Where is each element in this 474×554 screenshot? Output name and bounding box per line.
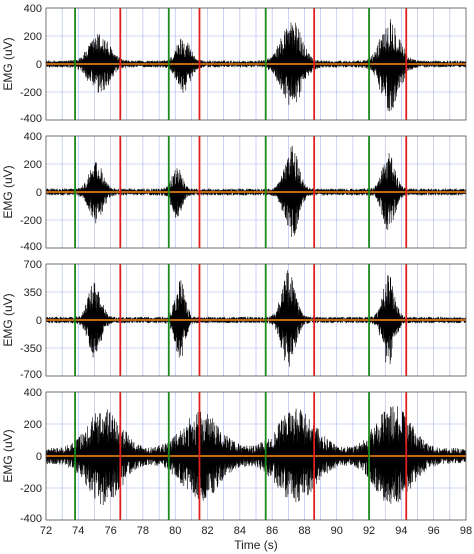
x-tick-label: 80	[169, 525, 181, 537]
x-tick-label: 82	[201, 525, 213, 537]
y-axis-label: EMG (uV)	[1, 165, 15, 218]
panel-2: 400 200 0 -200 -400 EMG (uV)	[1, 131, 467, 253]
emg-trace	[45, 19, 467, 112]
emg-trace	[45, 406, 467, 506]
y-tick-label: 400	[24, 387, 42, 399]
y-tick-label: 200	[24, 159, 42, 171]
y-tick-label: 200	[24, 31, 42, 43]
y-tick-label: 700	[24, 259, 42, 271]
panel-3: 700 350 0 -350 -700 EMG (uV)	[1, 259, 467, 381]
y-axis-label: EMG (uV)	[1, 293, 15, 346]
plot-frame	[45, 391, 467, 521]
plot-frame	[45, 135, 467, 249]
y-tick-label: 0	[36, 59, 42, 71]
x-tick-label: 92	[363, 525, 375, 537]
y-tick-label: -200	[20, 483, 42, 495]
x-tick-label: 74	[72, 525, 84, 537]
y-axis-label: EMG (uV)	[1, 37, 15, 90]
y-tick-label: 400	[24, 3, 42, 15]
y-tick-label: 0	[36, 315, 42, 327]
panel-1: 400 200 0 -200 -400 EMG (uV)	[1, 3, 467, 125]
emg-trace	[45, 270, 467, 367]
y-tick-label: -700	[20, 369, 42, 381]
x-axis-label: Time (s)	[234, 538, 278, 552]
y-axis-label: EMG (uV)	[1, 429, 15, 482]
y-tick-label: 400	[24, 131, 42, 143]
y-tick-label: -200	[20, 215, 42, 227]
x-tick-label: 96	[428, 525, 440, 537]
x-tick-label: 88	[298, 525, 310, 537]
emg-trace	[45, 145, 467, 238]
y-tick-label: -200	[20, 87, 42, 99]
x-tick-label: 76	[104, 525, 116, 537]
x-tick-label: 86	[266, 525, 278, 537]
y-tick-label: -400	[20, 113, 42, 125]
y-tick-label: -400	[20, 241, 42, 253]
plot-frame	[45, 7, 467, 121]
y-tick-label: 0	[36, 187, 42, 199]
y-tick-label: -400	[20, 513, 42, 525]
x-tick-label: 72	[40, 525, 52, 537]
x-tick-label: 78	[137, 525, 149, 537]
x-tick-label: 90	[331, 525, 343, 537]
y-tick-label: 200	[24, 419, 42, 431]
x-tick-label: 98	[460, 525, 472, 537]
y-tick-label: -350	[20, 343, 42, 355]
y-tick-label: 0	[36, 451, 42, 463]
x-tick-label: 94	[395, 525, 407, 537]
panel-4: 400 200 0 -200 -400 EMG (uV)	[1, 387, 467, 525]
plot-frame	[45, 263, 467, 377]
y-tick-label: 350	[24, 287, 42, 299]
x-tick-label: 84	[234, 525, 246, 537]
